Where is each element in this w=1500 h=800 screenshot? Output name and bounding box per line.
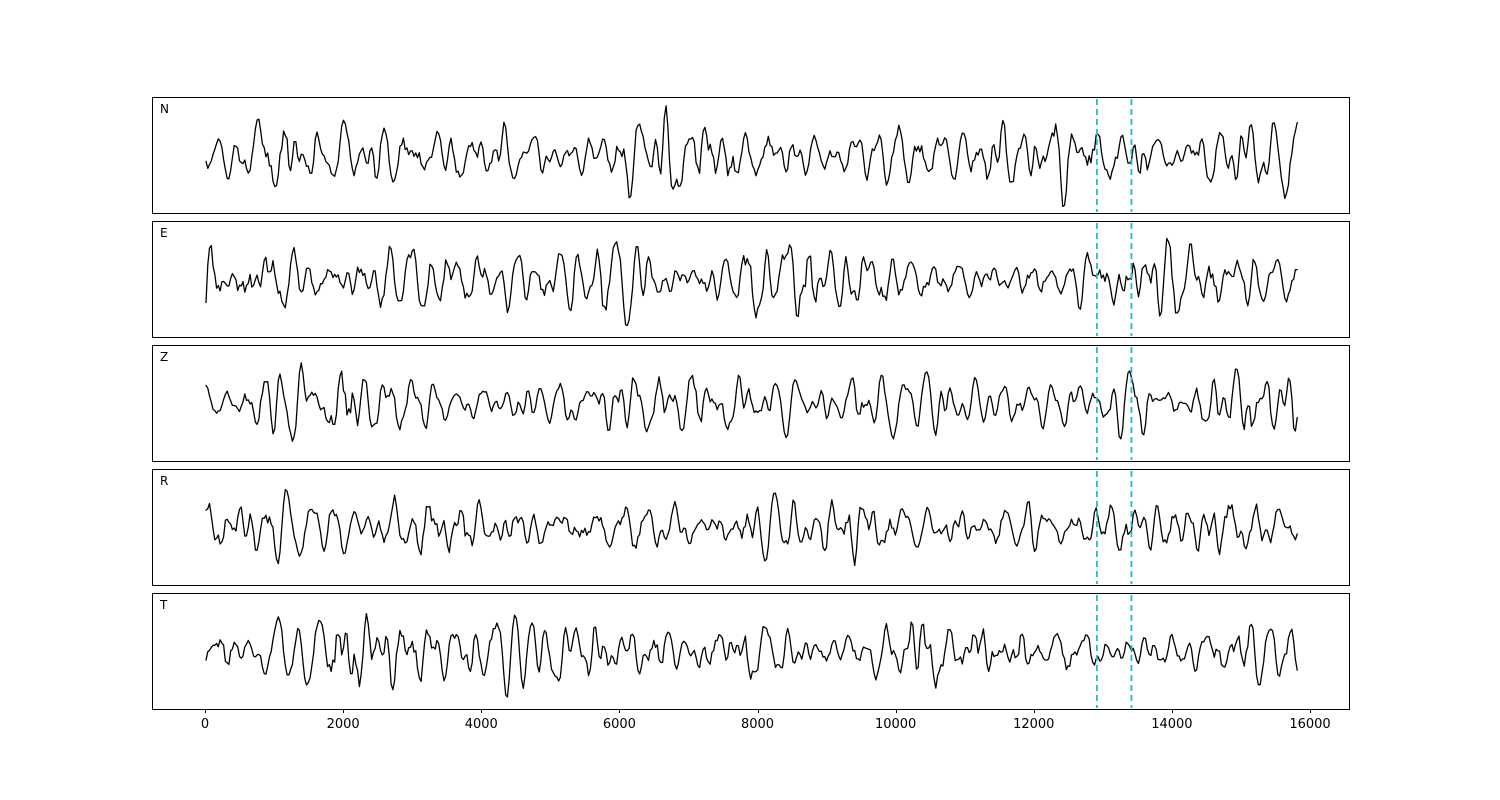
channel-label: Z [160,350,169,364]
waveform-plot [205,595,1298,708]
x-tick-label: 4000 [464,717,498,732]
waveform-plot [205,99,1298,212]
waveform-plot [205,347,1298,460]
x-tick-mark [895,709,897,713]
x-tick-label: 14000 [1151,717,1193,732]
x-tick-mark [481,709,483,713]
x-tick-label: 12000 [1013,717,1055,732]
waveform-panel-r: R [152,469,1350,586]
waveform-plot [205,471,1298,584]
x-tick-mark [1033,709,1035,713]
x-tick-label: 8000 [740,717,775,732]
x-tick-mark [1310,709,1311,713]
channel-label: E [160,226,168,240]
x-tick-label: 10000 [874,717,917,732]
channel-label: R [160,474,169,488]
x-tick-label: 6000 [602,717,636,732]
waveform-plot [205,223,1298,336]
waveform-trace [205,105,1298,208]
x-tick-label: 2000 [326,717,360,732]
waveform-trace [205,362,1298,442]
x-tick-mark [757,709,759,713]
waveform-panel-e: E [152,221,1350,338]
waveform-panel-z: Z [152,345,1350,462]
x-tick-label: 16000 [1289,717,1331,732]
channel-label: T [160,598,168,612]
waveform-trace [205,237,1298,327]
x-tick-mark [619,709,621,713]
x-tick-label: 0 [200,717,210,732]
x-axis: 0 2000 4000 6000 8000 10000 12000 14000 16000 [152,709,1348,739]
x-tick-mark [205,709,206,713]
waveform-trace [205,612,1298,698]
x-tick-mark [1171,709,1173,713]
waveform-panel-n: N [152,97,1350,214]
waveform-panel-t: T [152,593,1350,710]
waveform-trace [205,489,1298,567]
x-tick-mark [343,709,345,713]
channel-label: N [160,102,169,116]
